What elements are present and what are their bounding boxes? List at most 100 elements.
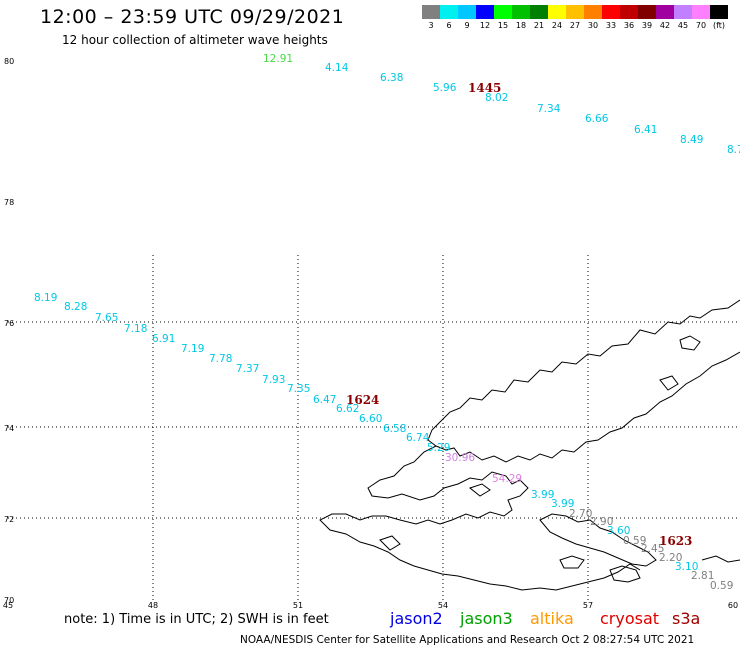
wave-height-value: 6.62: [336, 403, 359, 415]
wave-height-value: 5.29: [427, 442, 450, 454]
legend-swatch: [674, 5, 692, 19]
legend-label: 24: [551, 21, 563, 30]
legend-label: 27: [569, 21, 581, 30]
legend-label: 36: [623, 21, 635, 30]
longitude-label: 60: [727, 601, 739, 610]
legend-swatch: [548, 5, 566, 19]
wave-height-value: 7.93: [262, 374, 285, 386]
wave-height-value: 2.45: [641, 543, 664, 555]
legend-label: 42: [659, 21, 671, 30]
wave-height-value: 3.10: [675, 561, 698, 573]
wave-height-value: 3.60: [607, 525, 630, 537]
legend-swatch: [656, 5, 674, 19]
wave-height-value: 30.96: [445, 452, 475, 464]
legend-swatch: [710, 5, 728, 19]
legend-swatch: [638, 5, 656, 19]
wave-height-value: 6.41: [634, 124, 657, 136]
wave-height-value: 4.14: [325, 62, 349, 74]
pass-time-label: 1445: [468, 81, 501, 95]
wave-height-value: 12.91: [263, 53, 293, 65]
wave-height-value: 0.59: [710, 580, 733, 592]
wave-height-value: 8.7: [727, 144, 740, 156]
longitude-label: 57: [582, 601, 594, 610]
wave-height-value: 7.35: [287, 383, 310, 395]
wave-height-value: 8.19: [34, 292, 57, 304]
legend-swatch: [440, 5, 458, 19]
wave-height-value: 7.65: [95, 312, 118, 324]
wave-height-value: 7.37: [236, 363, 259, 375]
wave-height-labels: 12.91 4.14 6.38 5.96 8.02 7.34 6.66 6.41 8.49 8.7…: [34, 53, 740, 592]
wave-height-value: 3.99: [531, 489, 554, 501]
legend-swatch: [620, 5, 638, 19]
wave-height-value: 6.60: [359, 413, 382, 425]
color-legend-labels: 3 6 9 12 15 18 21 24 27 30 33 36 39 42 45 70 (ft): [422, 21, 740, 30]
satellite-name: jason3: [460, 609, 513, 628]
legend-swatch: [584, 5, 602, 19]
legend-label: 45: [677, 21, 689, 30]
color-legend: [422, 5, 728, 19]
graticule: [8, 255, 740, 602]
page-subtitle: 12 hour collection of altimeter wave hei…: [62, 33, 328, 47]
legend-label: 33: [605, 21, 617, 30]
wave-height-value: 0.59: [623, 535, 646, 547]
satellite-name: altika: [530, 609, 574, 628]
wave-height-value: 8.02: [485, 92, 508, 104]
wave-height-value: 6.58: [383, 423, 406, 435]
latitude-label: 74: [4, 424, 15, 433]
legend-swatch: [476, 5, 494, 19]
satellite-name: s3a: [672, 609, 701, 628]
legend-label: 30: [587, 21, 599, 30]
legend-label: 6: [446, 21, 452, 30]
wave-height-value: 2.20: [659, 552, 682, 564]
wave-height-value: 5.96: [433, 82, 457, 94]
wave-height-value: 2.90: [590, 516, 613, 528]
legend-label: (ft): [712, 21, 726, 30]
legend-swatch: [692, 5, 710, 19]
wave-height-value: 2.70: [569, 508, 592, 520]
wave-height-value: 8.28: [64, 301, 87, 313]
pass-time-label: 1624: [346, 393, 379, 407]
legend-swatch: [512, 5, 530, 19]
longitude-label: 54: [437, 601, 449, 610]
pass-time-label: 1623: [659, 534, 692, 548]
wave-height-value: 7.19: [181, 343, 204, 355]
legend-swatch: [530, 5, 548, 19]
satellite-name: jason2: [390, 609, 443, 628]
wave-height-value: 54.29: [492, 473, 522, 485]
legend-label: 9: [464, 21, 470, 30]
wave-height-value: 7.18: [124, 323, 147, 335]
legend-label: 21: [533, 21, 545, 30]
longitude-label: 45: [2, 601, 14, 610]
longitude-label: 48: [147, 601, 159, 610]
legend-swatch: [422, 5, 440, 19]
legend-swatch: [494, 5, 512, 19]
legend-swatch: [602, 5, 620, 19]
legend-label: 39: [641, 21, 653, 30]
longitude-label: 51: [292, 601, 304, 610]
wave-height-value: 6.74: [406, 432, 430, 444]
latitude-label: 70: [4, 596, 15, 605]
coastline: [319, 299, 740, 591]
wave-height-value: 6.47: [313, 394, 336, 406]
wave-height-value: 6.91: [152, 333, 175, 345]
legend-label: 12: [479, 21, 491, 30]
legend-label: 3: [428, 21, 434, 30]
wave-height-value: 6.38: [380, 72, 403, 84]
page-title: 12:00 – 23:59 UTC 09/29/2021: [40, 6, 345, 28]
legend-label: 70: [695, 21, 707, 30]
latitude-label: 80: [4, 57, 15, 66]
pass-time-labels: 1445 1624 1623: [346, 81, 692, 548]
wave-height-value: 6.66: [585, 113, 609, 125]
latitude-label: 72: [4, 515, 15, 524]
satellite-name: cryosat: [600, 609, 660, 628]
latitude-label: 76: [4, 319, 15, 328]
wave-height-value: 3.99: [551, 498, 574, 510]
legend-label: 18: [515, 21, 527, 30]
wave-height-value: 7.78: [209, 353, 232, 365]
credit-line: NOAA/NESDIS Center for Satellite Applica…: [240, 634, 695, 646]
wave-height-value: 8.49: [680, 134, 703, 146]
wave-height-value: 2.81: [691, 570, 714, 582]
legend-label: 15: [497, 21, 509, 30]
